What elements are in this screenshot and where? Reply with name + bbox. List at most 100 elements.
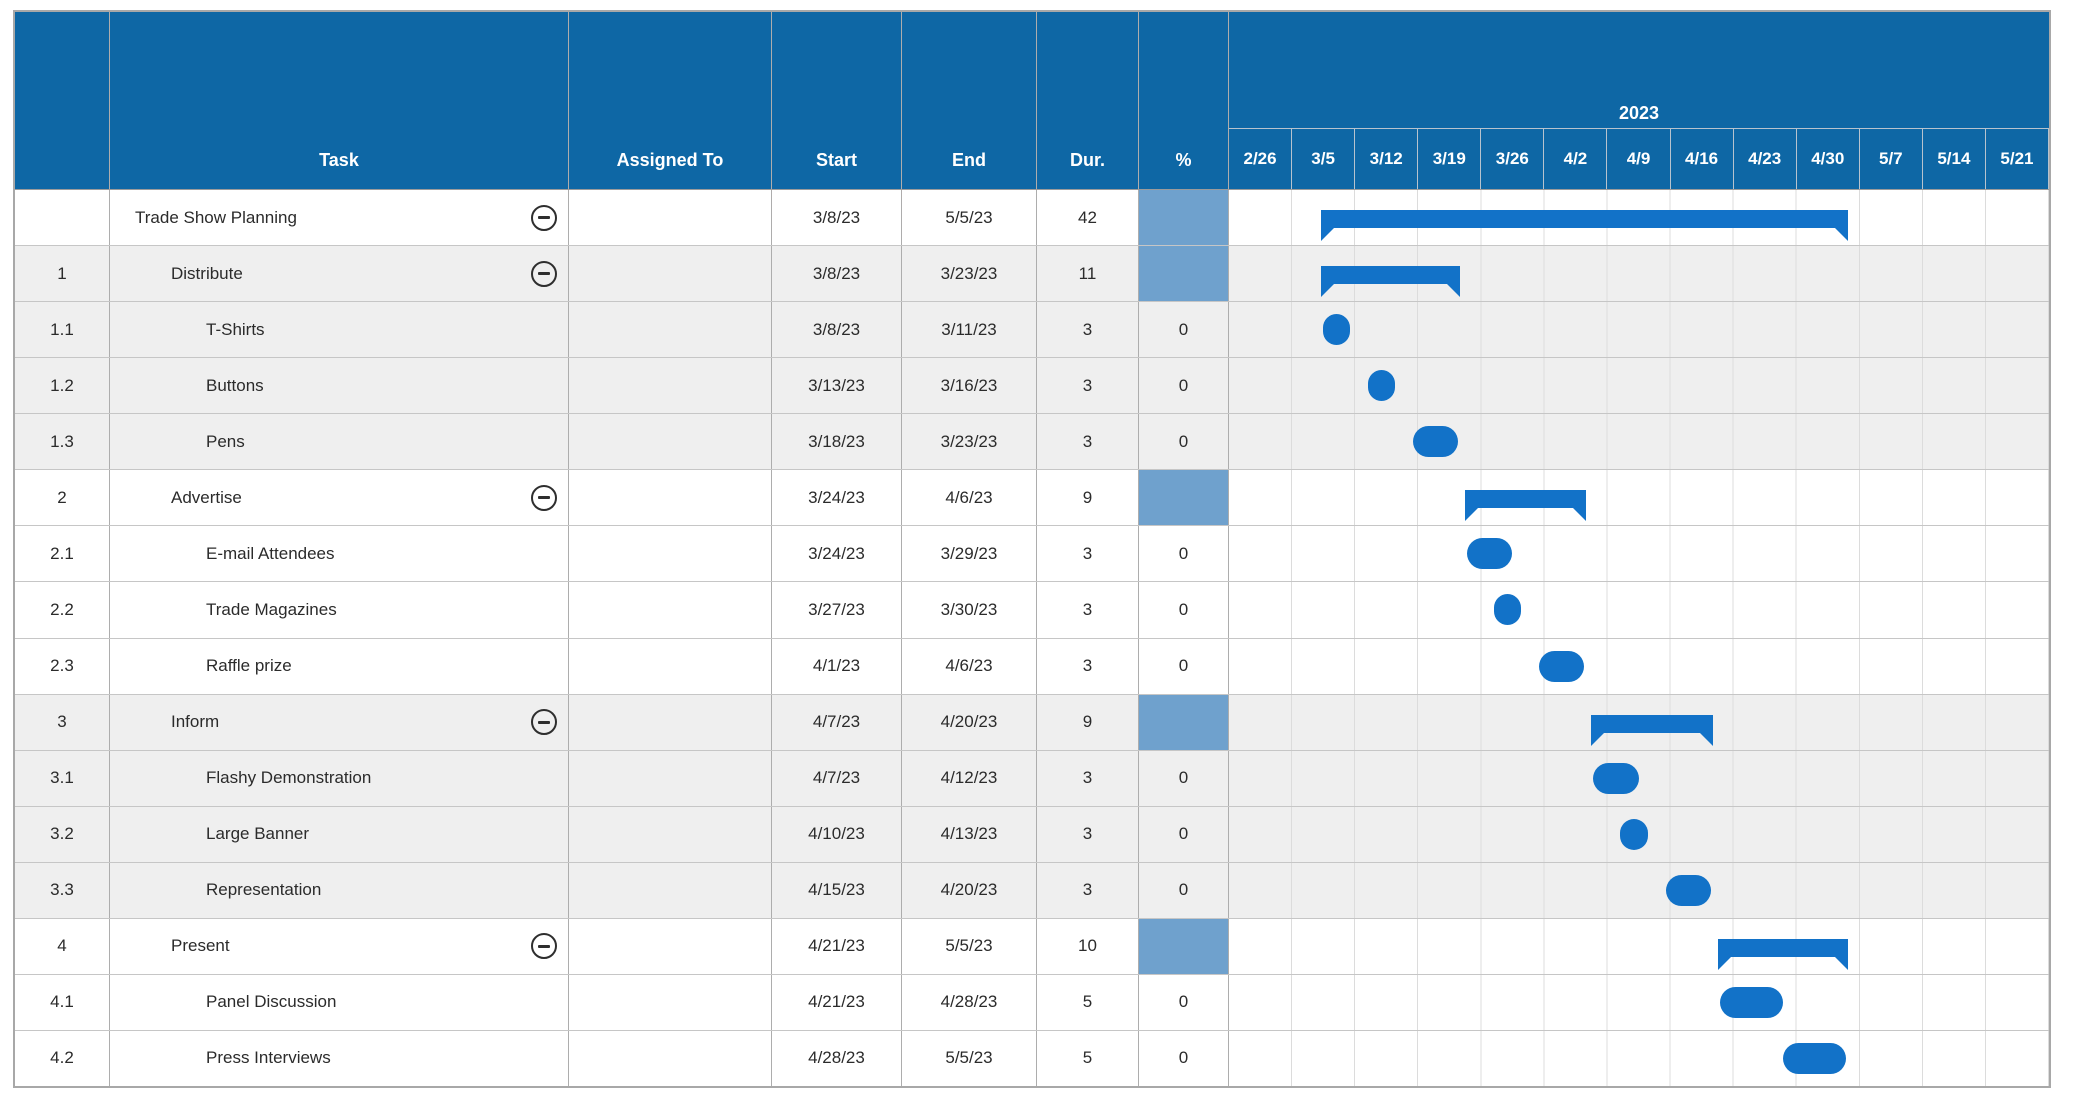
gantt-summary-bar[interactable]: [1321, 266, 1461, 298]
start-date-cell[interactable]: 3/8/23: [772, 302, 902, 358]
percent-cell[interactable]: 0: [1139, 526, 1229, 582]
gantt-timeline-cell[interactable]: [1229, 974, 2049, 1030]
start-date-cell[interactable]: 3/24/23: [772, 470, 902, 526]
assigned-to-cell[interactable]: [569, 582, 772, 638]
task-cell[interactable]: Present: [110, 918, 569, 974]
gantt-timeline-cell[interactable]: [1229, 1030, 2049, 1086]
percent-cell[interactable]: 0: [1139, 750, 1229, 806]
gantt-timeline-cell[interactable]: [1229, 694, 2049, 750]
percent-cell[interactable]: 0: [1139, 806, 1229, 862]
start-date-cell[interactable]: 4/21/23: [772, 918, 902, 974]
task-cell[interactable]: Buttons: [110, 358, 569, 414]
assigned-to-cell[interactable]: [569, 190, 772, 246]
row-number-cell[interactable]: 1.2: [15, 358, 110, 414]
assigned-to-cell[interactable]: [569, 750, 772, 806]
end-date-cell[interactable]: 3/11/23: [902, 302, 1037, 358]
duration-cell[interactable]: 3: [1037, 414, 1139, 470]
assigned-to-cell[interactable]: [569, 974, 772, 1030]
gantt-task-bar[interactable]: [1413, 426, 1459, 458]
duration-cell[interactable]: 3: [1037, 806, 1139, 862]
task-cell[interactable]: Trade Magazines: [110, 582, 569, 638]
task-cell[interactable]: Large Banner: [110, 806, 569, 862]
start-date-cell[interactable]: 3/24/23: [772, 526, 902, 582]
percent-cell[interactable]: 0: [1139, 414, 1229, 470]
gantt-timeline-cell[interactable]: [1229, 582, 2049, 638]
task-cell[interactable]: Raffle prize: [110, 638, 569, 694]
gantt-summary-bar[interactable]: [1465, 490, 1587, 522]
duration-cell[interactable]: 3: [1037, 862, 1139, 918]
end-date-cell[interactable]: 3/29/23: [902, 526, 1037, 582]
column-header-row-number[interactable]: [15, 12, 110, 189]
assigned-to-cell[interactable]: [569, 526, 772, 582]
assigned-to-cell[interactable]: [569, 414, 772, 470]
gantt-timeline-cell[interactable]: [1229, 638, 2049, 694]
task-cell[interactable]: Panel Discussion: [110, 974, 569, 1030]
start-date-cell[interactable]: 4/28/23: [772, 1030, 902, 1086]
percent-cell[interactable]: 0: [1139, 302, 1229, 358]
gantt-timeline-cell[interactable]: [1229, 862, 2049, 918]
gantt-summary-bar[interactable]: [1591, 714, 1713, 746]
row-number-cell[interactable]: 3: [15, 694, 110, 750]
duration-cell[interactable]: 3: [1037, 358, 1139, 414]
row-number-cell[interactable]: 1: [15, 246, 110, 302]
end-date-cell[interactable]: 5/5/23: [902, 918, 1037, 974]
column-header-task[interactable]: Task: [110, 12, 569, 189]
gantt-task-bar[interactable]: [1665, 874, 1711, 906]
assigned-to-cell[interactable]: [569, 918, 772, 974]
task-cell[interactable]: Pens: [110, 414, 569, 470]
gantt-task-bar[interactable]: [1323, 314, 1351, 346]
gantt-summary-bar[interactable]: [1321, 210, 1848, 241]
percent-cell[interactable]: 0: [1139, 358, 1229, 414]
gantt-timeline-cell[interactable]: [1229, 806, 2049, 862]
gantt-timeline-cell[interactable]: [1229, 470, 2049, 526]
gantt-task-bar[interactable]: [1368, 370, 1396, 402]
task-cell[interactable]: Flashy Demonstration: [110, 750, 569, 806]
percent-cell[interactable]: [1139, 190, 1229, 246]
task-cell[interactable]: Trade Show Planning: [110, 190, 569, 246]
start-date-cell[interactable]: 4/15/23: [772, 862, 902, 918]
gantt-task-bar[interactable]: [1782, 1042, 1846, 1074]
task-cell[interactable]: Press Interviews: [110, 1030, 569, 1086]
start-date-cell[interactable]: 3/8/23: [772, 246, 902, 302]
gantt-timeline-cell[interactable]: [1229, 246, 2049, 302]
duration-cell[interactable]: 3: [1037, 302, 1139, 358]
start-date-cell[interactable]: 3/18/23: [772, 414, 902, 470]
end-date-cell[interactable]: 3/16/23: [902, 358, 1037, 414]
gantt-task-bar[interactable]: [1620, 818, 1648, 850]
end-date-cell[interactable]: 4/20/23: [902, 862, 1037, 918]
row-number-cell[interactable]: 1.3: [15, 414, 110, 470]
end-date-cell[interactable]: 5/5/23: [902, 190, 1037, 246]
collapse-minus-circle-icon[interactable]: [531, 204, 557, 231]
row-number-cell[interactable]: 2.2: [15, 582, 110, 638]
row-number-cell[interactable]: 2.3: [15, 638, 110, 694]
duration-cell[interactable]: 10: [1037, 918, 1139, 974]
end-date-cell[interactable]: 4/6/23: [902, 470, 1037, 526]
row-number-cell[interactable]: [15, 190, 110, 246]
end-date-cell[interactable]: 3/23/23: [902, 414, 1037, 470]
duration-cell[interactable]: 42: [1037, 190, 1139, 246]
collapse-minus-circle-icon[interactable]: [531, 933, 557, 960]
start-date-cell[interactable]: 4/7/23: [772, 750, 902, 806]
gantt-timeline-cell[interactable]: [1229, 302, 2049, 358]
start-date-cell[interactable]: 3/27/23: [772, 582, 902, 638]
start-date-cell[interactable]: 4/1/23: [772, 638, 902, 694]
row-number-cell[interactable]: 3.3: [15, 862, 110, 918]
duration-cell[interactable]: 9: [1037, 694, 1139, 750]
start-date-cell[interactable]: 4/21/23: [772, 974, 902, 1030]
assigned-to-cell[interactable]: [569, 358, 772, 414]
gantt-task-bar[interactable]: [1539, 650, 1585, 682]
end-date-cell[interactable]: 4/12/23: [902, 750, 1037, 806]
duration-cell[interactable]: 11: [1037, 246, 1139, 302]
end-date-cell[interactable]: 3/30/23: [902, 582, 1037, 638]
column-header-duration[interactable]: Dur.: [1037, 12, 1139, 189]
column-header-start[interactable]: Start: [772, 12, 902, 189]
percent-cell[interactable]: 0: [1139, 1030, 1229, 1086]
duration-cell[interactable]: 5: [1037, 974, 1139, 1030]
row-number-cell[interactable]: 4.1: [15, 974, 110, 1030]
percent-cell[interactable]: 0: [1139, 974, 1229, 1030]
row-number-cell[interactable]: 2: [15, 470, 110, 526]
row-number-cell[interactable]: 3.1: [15, 750, 110, 806]
gantt-timeline-cell[interactable]: [1229, 414, 2049, 470]
row-number-cell[interactable]: 1.1: [15, 302, 110, 358]
end-date-cell[interactable]: 3/23/23: [902, 246, 1037, 302]
